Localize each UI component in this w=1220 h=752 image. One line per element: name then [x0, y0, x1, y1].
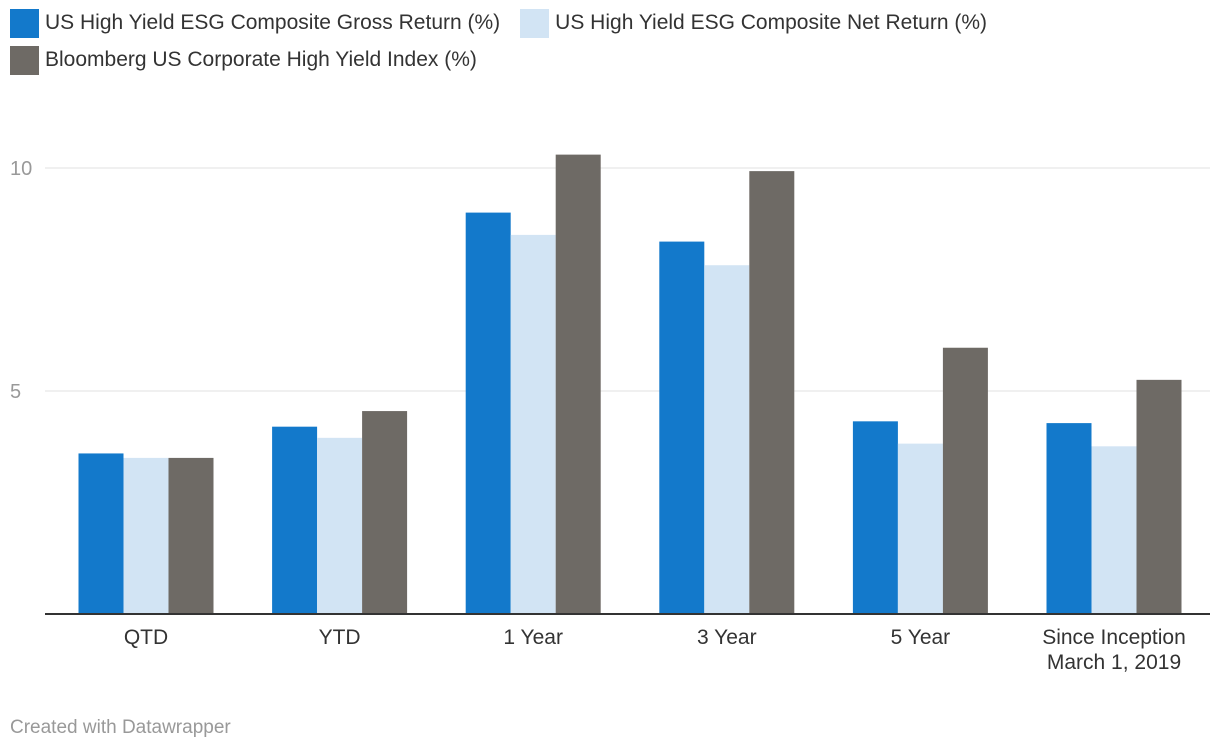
bar [749, 171, 795, 614]
legend-label: US High Yield ESG Composite Gross Return… [45, 11, 501, 34]
legend-item: US High Yield ESG Composite Gross Return… [10, 8, 500, 38]
x-tick-label: 5 Year [891, 626, 951, 649]
bar [510, 234, 556, 614]
y-tick-label: 5 [10, 381, 21, 403]
legend-label: US High Yield ESG Composite Net Return (… [555, 11, 988, 34]
bar [852, 421, 898, 614]
footer-credit: Created with Datawrapper [10, 717, 231, 738]
bar [317, 437, 363, 614]
y-tick-label: 10 [10, 158, 32, 180]
bar [897, 443, 943, 614]
bar [78, 453, 124, 614]
legend: US High Yield ESG Composite Gross Return… [10, 8, 1190, 75]
legend-swatch [10, 8, 39, 38]
legend-item: US High Yield ESG Composite Net Return (… [520, 8, 987, 38]
legend-label: Bloomberg US Corporate High Yield Index … [45, 48, 477, 71]
bar [272, 426, 318, 614]
bar [1091, 446, 1137, 614]
bar [168, 457, 214, 614]
bar [942, 347, 988, 614]
legend-swatch [520, 8, 550, 38]
bar [1046, 423, 1092, 614]
bar [704, 265, 750, 614]
x-tick-label: March 1, 2019 [1047, 651, 1181, 674]
x-tick-label: 1 Year [503, 626, 563, 649]
bar [659, 241, 705, 614]
bar [123, 457, 169, 614]
bar [1136, 379, 1182, 614]
legend-item: Bloomberg US Corporate High Yield Index … [10, 45, 477, 75]
x-tick-label: YTD [319, 626, 361, 649]
legend-swatch [10, 45, 39, 75]
x-tick-label: Since Inception [1042, 626, 1186, 649]
x-tick-label: 3 Year [697, 626, 757, 649]
bar [362, 411, 408, 614]
bar [555, 154, 601, 614]
x-tick-label: QTD [124, 626, 168, 649]
bar [465, 212, 511, 614]
